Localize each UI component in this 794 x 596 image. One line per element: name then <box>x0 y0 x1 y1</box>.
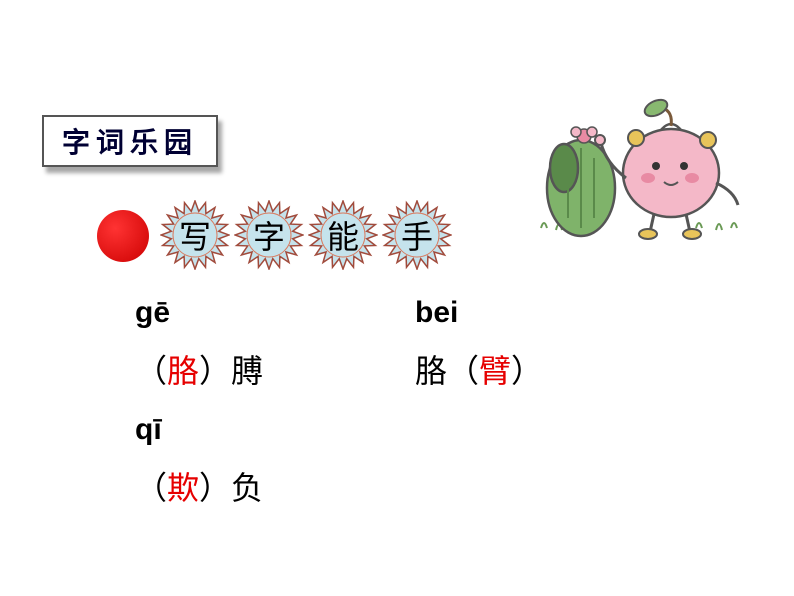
char-row-1: （胳）膊 胳（臂） <box>135 347 695 395</box>
pinyin-cell: bei <box>415 290 695 335</box>
pinyin-cell: gē <box>135 290 415 335</box>
vocab-suffix: 膊 <box>231 353 263 389</box>
subtitle-badge: 手 <box>382 200 452 270</box>
paren-close: ） <box>199 470 231 506</box>
subtitle-badge: 字 <box>234 200 304 270</box>
paren-close: ） <box>511 353 543 389</box>
pinyin-row-2: qī <box>135 407 695 452</box>
char-cell: （胳）膊 <box>135 347 415 395</box>
subtitle-char: 字 <box>234 200 304 270</box>
char-cell: （欺）负 <box>135 464 415 512</box>
title-box: 字词乐园 <box>42 115 218 167</box>
title-text: 字词乐园 <box>62 121 198 161</box>
vocab-char: 胳 <box>167 353 199 389</box>
pinyin-row-1: gē bei <box>135 290 695 335</box>
subtitle-char: 能 <box>308 200 378 270</box>
paren-close: ） <box>199 353 231 389</box>
vocabulary-content: gē bei （胳）膊 胳（臂） qī （欺）负 <box>135 290 695 524</box>
vocab-prefix: 胳 <box>415 353 447 389</box>
red-dot-bullet <box>97 210 149 262</box>
pinyin-cell: qī <box>135 407 415 452</box>
cartoon-illustration <box>526 78 756 243</box>
vocab-char: 欺 <box>167 470 199 506</box>
vocab-suffix: 负 <box>231 470 263 506</box>
paren-open: （ <box>135 353 167 389</box>
paren-open: （ <box>135 470 167 506</box>
char-cell: 胳（臂） <box>415 347 695 395</box>
subtitle-badge: 能 <box>308 200 378 270</box>
char-row-2: （欺）负 <box>135 464 695 512</box>
subtitle-char: 写 <box>160 200 230 270</box>
subtitle-badges: 写字能手 <box>160 200 452 270</box>
subtitle-char: 手 <box>382 200 452 270</box>
paren-open: （ <box>447 353 479 389</box>
vocab-char: 臂 <box>479 353 511 389</box>
subtitle-badge: 写 <box>160 200 230 270</box>
